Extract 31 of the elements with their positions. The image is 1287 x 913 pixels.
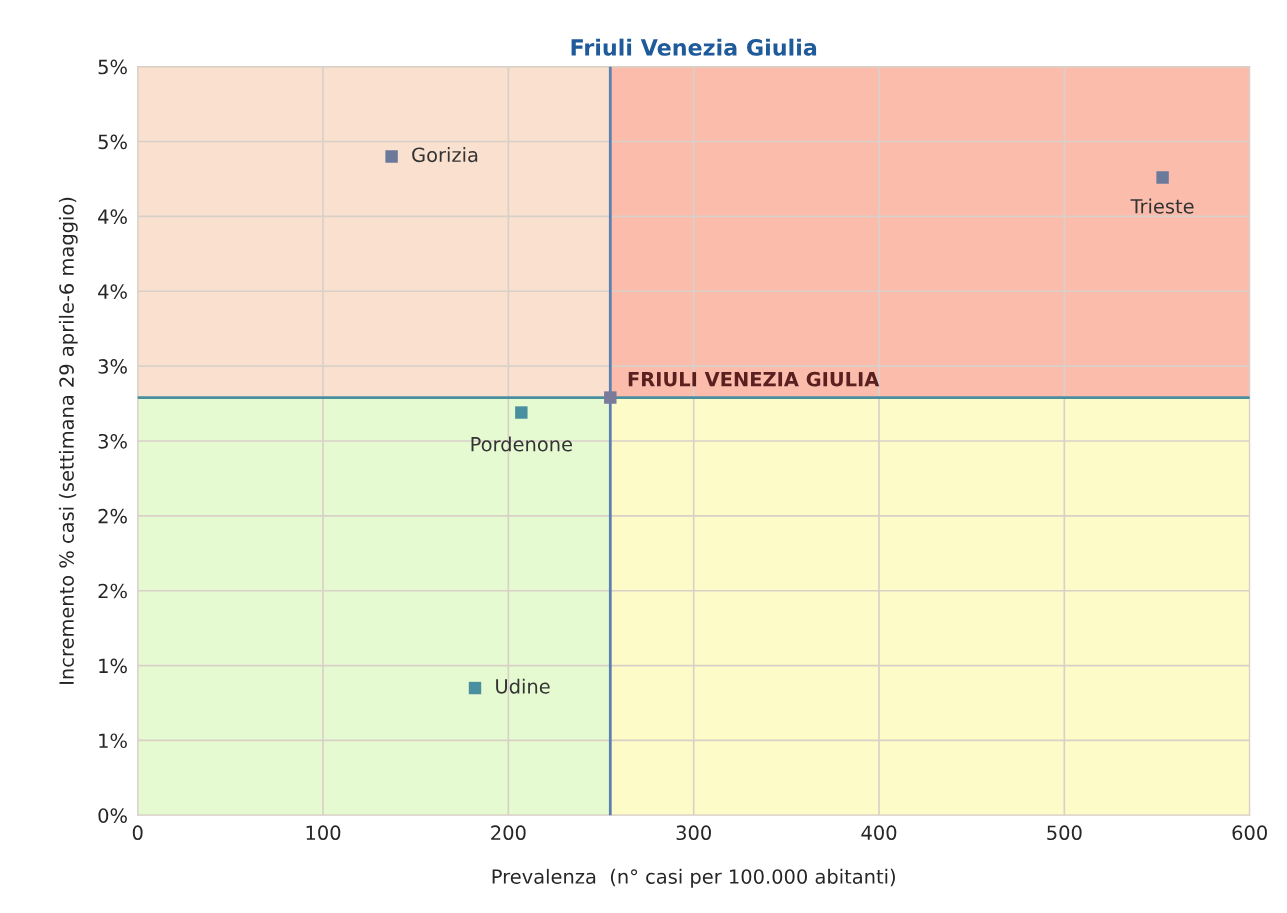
y-tick-label: 3% <box>98 359 127 374</box>
y-axis-title: Incremento % casi (settimana 29 aprile-6 maggio) <box>58 197 78 684</box>
annotation: Udine <box>496 678 550 694</box>
y-tick-label: 5% <box>98 59 127 75</box>
x-tick-label: 100 <box>306 825 341 841</box>
point <box>468 681 482 695</box>
x-tick-label: 400 <box>861 825 897 841</box>
y-tick-label: 3% <box>98 433 127 449</box>
y-tick-label: 2% <box>98 508 127 524</box>
point <box>385 150 398 163</box>
annotation: FRIULI VENEZIA GIULIA <box>628 371 880 387</box>
annotation: Gorizia <box>412 147 478 163</box>
y-tick-label: 0% <box>98 808 127 823</box>
x-tick-label: 600 <box>1232 825 1267 841</box>
chart-title: Friuli Venezia Giulia <box>571 38 817 56</box>
y-tick-label: 4% <box>98 209 127 225</box>
y-tick-label: 1% <box>99 733 127 749</box>
x-tick-label: 300 <box>676 825 711 841</box>
annotation: Pordenone <box>471 436 572 452</box>
x-axis-title: Prevalenza (n° casi per 100.000 abitanti) <box>492 868 895 888</box>
x-tick-label: 0 <box>132 825 143 841</box>
point <box>515 406 528 419</box>
y-tick-label: 2% <box>98 583 127 599</box>
x-tick-label: 200 <box>491 825 526 841</box>
y-tick-label: 5% <box>98 134 127 150</box>
x-tick-label: 500 <box>1047 825 1082 841</box>
y-tick-label: 4% <box>98 284 127 299</box>
y-tick-label: 1% <box>99 658 127 674</box>
point <box>604 391 617 404</box>
annotation: Trieste <box>1130 198 1194 214</box>
point <box>1156 171 1169 184</box>
